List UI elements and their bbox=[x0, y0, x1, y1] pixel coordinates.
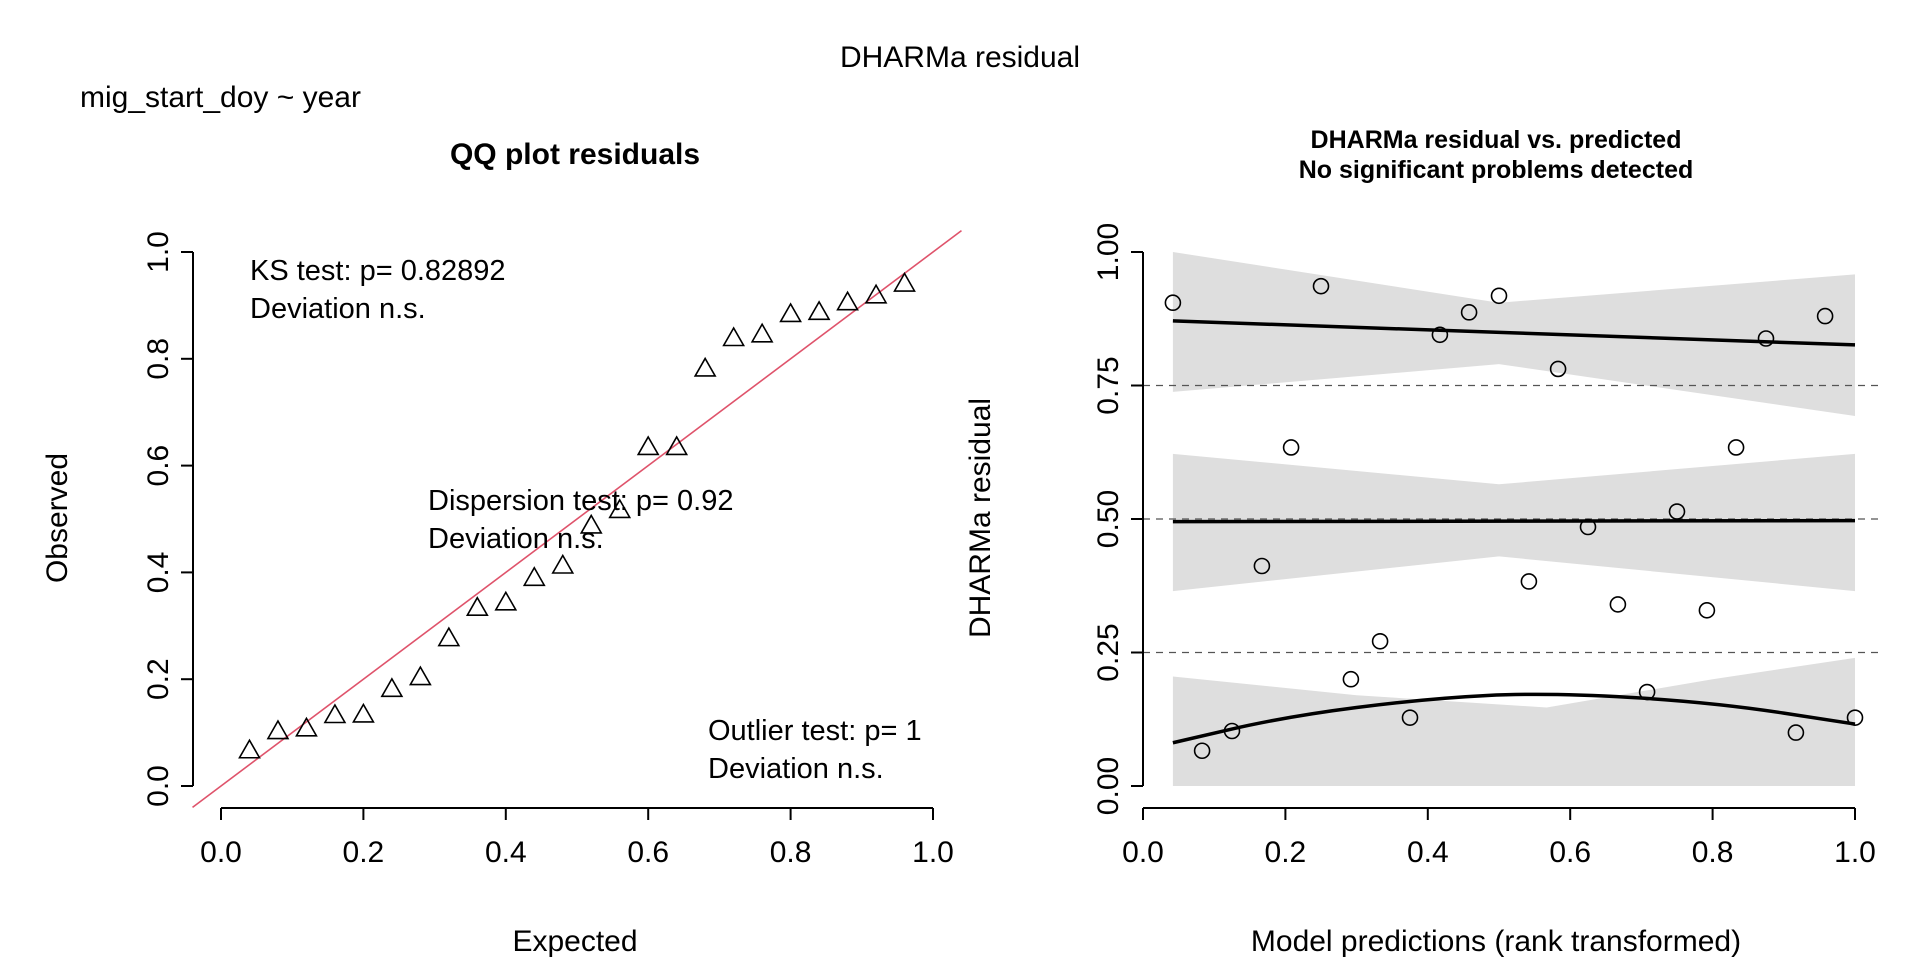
residual-point bbox=[1757, 330, 1775, 347]
qq-point bbox=[494, 590, 518, 611]
residual-plot-title: DHARMa residual vs. predicted bbox=[1311, 126, 1682, 154]
qq-point bbox=[522, 566, 546, 587]
qq-point bbox=[807, 300, 831, 321]
residual-plot-panel: DHARMa residual vs. predicted No signifi… bbox=[964, 126, 1878, 958]
qq-point bbox=[693, 356, 717, 377]
qq-point bbox=[608, 498, 632, 519]
figure-title: DHARMa residual bbox=[840, 41, 1080, 74]
residual-point bbox=[1223, 722, 1241, 740]
residual-point bbox=[1164, 294, 1182, 312]
residual-y-tick-label: 0.25 bbox=[1092, 623, 1125, 681]
qq-point bbox=[408, 665, 432, 686]
qq-y-tick-label: 0.2 bbox=[142, 658, 175, 700]
qq-x-tick-label: 1.0 bbox=[912, 836, 954, 869]
residual-x-tick-label: 0.6 bbox=[1549, 836, 1591, 869]
qq-ks-deviation: Deviation n.s. bbox=[250, 293, 426, 325]
qq-point bbox=[352, 702, 375, 723]
qq-point bbox=[893, 271, 916, 292]
qq-point bbox=[437, 626, 461, 647]
qq-point bbox=[665, 435, 689, 456]
qq-y-axis-label: Observed bbox=[41, 453, 74, 583]
qq-point bbox=[750, 322, 774, 343]
qq-point bbox=[579, 513, 603, 534]
residual-point bbox=[1193, 742, 1211, 760]
residual-point bbox=[1638, 683, 1656, 701]
qq-point bbox=[864, 283, 888, 304]
residual-point bbox=[1668, 503, 1686, 520]
residual-point bbox=[1787, 724, 1805, 741]
qq-plot-panel: QQ plot residuals 0.0 0.2 0.4 0.6 0.8 1.00.00… bbox=[41, 138, 962, 958]
residual-point bbox=[1253, 557, 1271, 575]
qq-point bbox=[722, 326, 746, 347]
qq-point bbox=[266, 719, 290, 740]
qq-point bbox=[323, 703, 347, 724]
qq-point bbox=[836, 290, 859, 311]
residual-point bbox=[1371, 632, 1389, 650]
qq-x-tick-label: 0.8 bbox=[770, 836, 812, 869]
qq-point bbox=[465, 596, 489, 616]
qq-point bbox=[551, 553, 575, 574]
residual-x-tick-label: 0.0 bbox=[1122, 836, 1164, 869]
residual-y-tick-label: 0.75 bbox=[1092, 356, 1125, 414]
qq-x-tick-label: 0.6 bbox=[627, 836, 669, 869]
qq-point bbox=[779, 302, 802, 323]
residual-y-axis-label: DHARMa residual bbox=[964, 398, 997, 638]
residual-point bbox=[1282, 439, 1300, 456]
qq-y-tick-label: 0.8 bbox=[142, 338, 175, 380]
residual-point bbox=[1401, 709, 1419, 726]
qq-point bbox=[380, 677, 404, 698]
residual-point bbox=[1342, 670, 1360, 688]
residual-y-tick-label: 0.00 bbox=[1092, 757, 1125, 815]
qq-plot-marks: 0.0 0.2 0.4 0.6 0.8 1.0 0.0 0.2 0.4 0.6 0.8 1.0 bbox=[142, 229, 962, 869]
residual-quantile-line-q0.5 bbox=[1172, 518, 1856, 524]
residual-y-tick-label: 0.50 bbox=[1092, 490, 1125, 548]
residual-point bbox=[1609, 596, 1627, 613]
model-formula: mig_start_doy ~ year bbox=[80, 81, 361, 114]
residual-quantile-line-q0.75 bbox=[1172, 319, 1856, 347]
residual-point bbox=[1816, 307, 1834, 325]
residual-x-tick-label: 1.0 bbox=[1834, 836, 1876, 869]
residual-point bbox=[1549, 360, 1567, 378]
qq-x-tick-label: 0.2 bbox=[343, 836, 385, 869]
residual-point bbox=[1520, 573, 1538, 590]
residual-quantile-line-q0.25 bbox=[1172, 692, 1856, 745]
qq-x-tick-label: 0.4 bbox=[485, 836, 527, 869]
qq-reference-line bbox=[192, 229, 962, 808]
residual-band-q0.25 bbox=[1172, 657, 1855, 786]
qq-point bbox=[295, 716, 318, 737]
qq-y-tick-label: 1.0 bbox=[142, 231, 175, 273]
qq-point bbox=[238, 738, 261, 759]
residual-point bbox=[1698, 602, 1716, 619]
qq-outlier-deviation: Deviation n.s. bbox=[708, 753, 884, 785]
residual-point bbox=[1579, 518, 1597, 536]
residual-y-tick-label: 1.00 bbox=[1092, 223, 1125, 281]
residual-x-axis-label: Model predictions (rank transformed) bbox=[1251, 925, 1741, 958]
qq-point bbox=[636, 435, 660, 456]
qq-x-tick-label: 0.0 bbox=[200, 836, 242, 869]
residual-point bbox=[1727, 439, 1745, 456]
qq-y-tick-label: 0.4 bbox=[142, 552, 175, 594]
residual-plot-subtitle: No significant problems detected bbox=[1299, 156, 1694, 184]
residual-point bbox=[1490, 287, 1508, 305]
residual-plot-marks: 0.0 0.2 0.4 0.6 0.8 1.0 0.00 0.25 0.50 0.75 1.00 bbox=[1092, 223, 1878, 869]
residual-x-tick-label: 0.2 bbox=[1265, 836, 1307, 869]
residual-point bbox=[1431, 326, 1449, 344]
qq-x-axis-label: Expected bbox=[512, 925, 637, 958]
residual-x-tick-label: 0.8 bbox=[1692, 836, 1734, 869]
residual-point bbox=[1460, 304, 1478, 321]
qq-dispersion-text: Dispersion test: p= 0.92 bbox=[428, 485, 733, 517]
residual-x-tick-label: 0.4 bbox=[1407, 836, 1449, 869]
residual-point bbox=[1312, 277, 1330, 295]
residual-point bbox=[1846, 709, 1864, 726]
qq-plot-title: QQ plot residuals bbox=[450, 138, 700, 171]
qq-outlier-text: Outlier test: p= 1 bbox=[708, 715, 922, 747]
qq-dispersion-deviation: Deviation n.s. bbox=[428, 523, 604, 555]
qq-y-tick-label: 0.6 bbox=[142, 445, 175, 487]
qq-ks-text: KS test: p= 0.82892 bbox=[250, 255, 506, 287]
qq-y-tick-label: 0.0 bbox=[142, 765, 175, 807]
